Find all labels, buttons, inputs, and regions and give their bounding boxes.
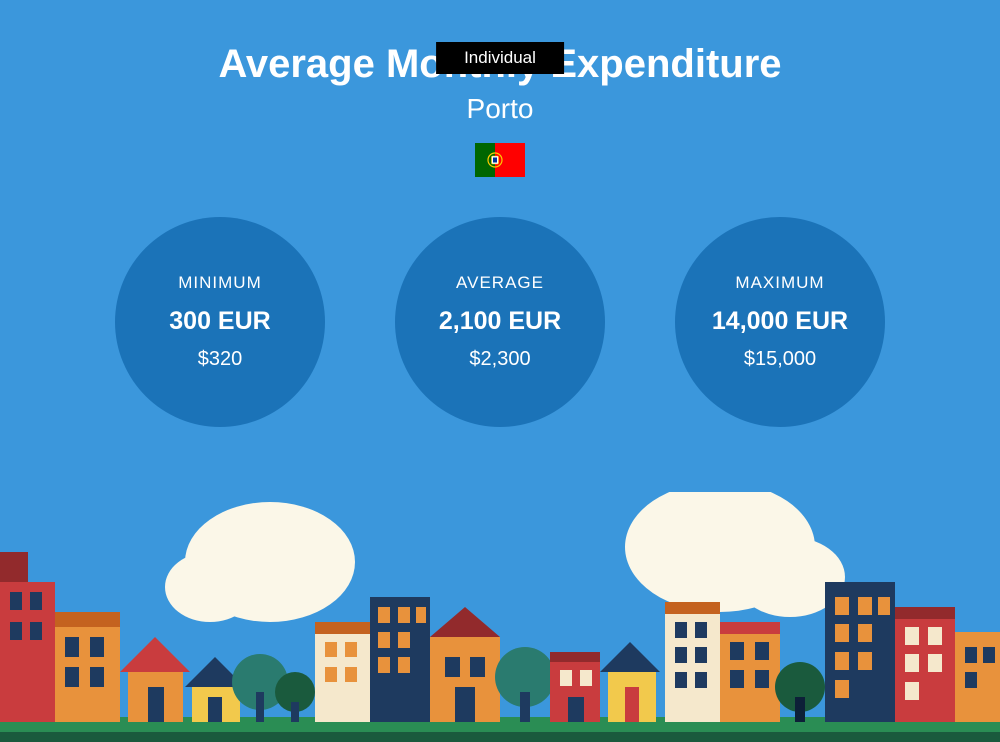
city-subtitle: Porto	[0, 93, 1000, 125]
flag-icon	[475, 143, 525, 177]
stat-minimum: MINIMUM 300 EUR $320	[115, 217, 325, 427]
stat-main-value: 14,000 EUR	[712, 307, 848, 336]
stat-maximum: MAXIMUM 14,000 EUR $15,000	[675, 217, 885, 427]
stat-label: AVERAGE	[456, 273, 544, 293]
stat-main-value: 2,100 EUR	[439, 307, 561, 336]
cityscape-illustration	[0, 492, 1000, 742]
stat-sub-value: $2,300	[469, 348, 530, 371]
stat-main-value: 300 EUR	[169, 307, 270, 336]
stat-label: MAXIMUM	[735, 273, 824, 293]
category-badge: Individual	[436, 42, 564, 74]
stat-sub-value: $15,000	[744, 348, 816, 371]
stats-row: MINIMUM 300 EUR $320 AVERAGE 2,100 EUR $…	[0, 217, 1000, 427]
stat-label: MINIMUM	[178, 273, 261, 293]
stat-sub-value: $320	[198, 348, 243, 371]
stat-average: AVERAGE 2,100 EUR $2,300	[395, 217, 605, 427]
